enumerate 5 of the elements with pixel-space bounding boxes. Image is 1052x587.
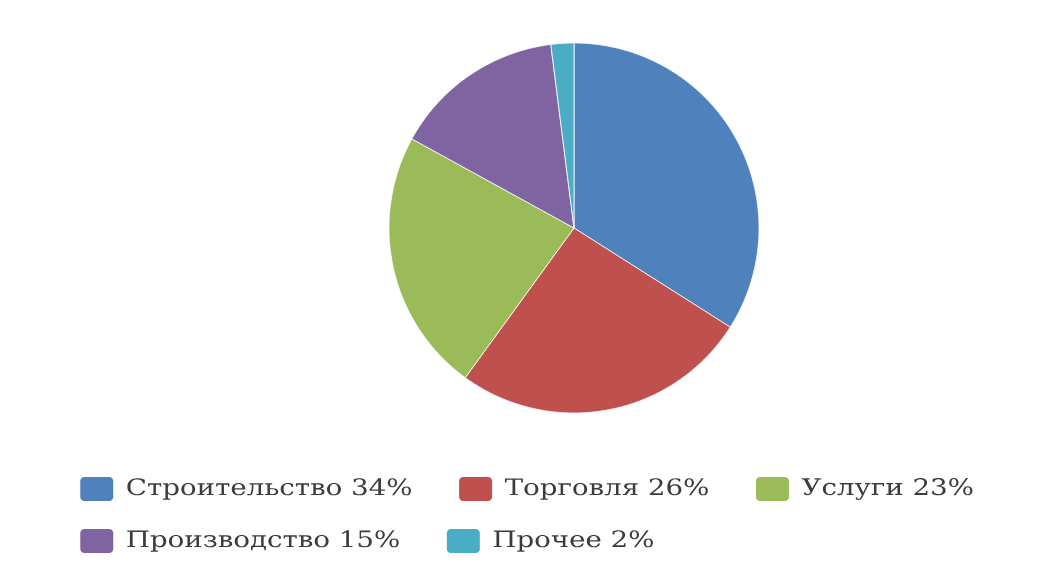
legend-label: Услуги 23% [801, 478, 973, 500]
legend-label: Производство 15% [127, 530, 399, 552]
legend-label: Строительство 34% [127, 478, 411, 500]
legend-label: Торговля 26% [504, 478, 708, 500]
legend-label: Прочее 2% [493, 530, 653, 552]
